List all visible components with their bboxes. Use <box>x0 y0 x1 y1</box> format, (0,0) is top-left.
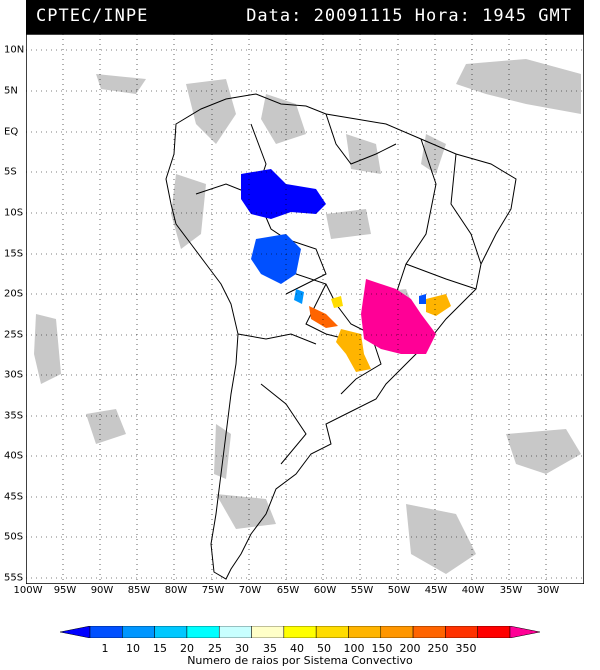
lon-label: 80W <box>164 585 188 596</box>
lat-label: 10S <box>4 207 24 219</box>
lon-label: 90W <box>90 585 114 596</box>
lat-label: EQ <box>4 126 19 138</box>
title-bar: CPTEC/INPE Data: 20091115 Hora: 1945 GMT <box>26 0 584 34</box>
system-magenta <box>361 279 436 354</box>
colorbar-segment <box>154 626 188 638</box>
lon-label: 45W <box>424 585 448 596</box>
colorbar-segment <box>122 626 155 638</box>
colorbar <box>60 626 540 638</box>
colorbar-segment <box>477 626 511 638</box>
lat-label: 30S <box>4 369 24 381</box>
colorbar-segment <box>412 626 446 638</box>
lat-label: 10N <box>4 44 25 56</box>
datetime-label: Data: 20091115 Hora: 1945 GMT <box>246 6 572 26</box>
colorbar-tick: 200 <box>399 642 421 655</box>
lon-label: 40W <box>461 585 485 596</box>
longitude-axis: 100W 95W 90W 85W 80W 75W 70W 65W 60W 55W… <box>0 585 600 601</box>
lat-label: 20S <box>4 288 24 300</box>
lat-label: 5S <box>4 166 17 178</box>
colorbar-tick: 30 <box>235 642 249 655</box>
colorbar-tick: 1 <box>101 642 109 655</box>
colorbar-max-triangle <box>509 626 540 638</box>
cloud-cover <box>34 59 581 574</box>
lon-label: 30W <box>536 585 560 596</box>
colorbar-tick: 350 <box>455 642 477 655</box>
lat-label: 25S <box>4 329 24 341</box>
lat-label: 55S <box>4 572 24 584</box>
system-blue-4 <box>419 294 426 304</box>
lon-label: 60W <box>313 585 337 596</box>
lon-label: 100W <box>13 585 43 596</box>
colorbar-tick: 150 <box>371 642 393 655</box>
map-panel <box>26 34 584 584</box>
colorbar-segment <box>283 626 317 638</box>
colorbar-segment <box>348 626 382 638</box>
colorbar-tick: 35 <box>263 642 277 655</box>
system-yellow-1 <box>336 329 371 372</box>
colorbar-tick: 40 <box>290 642 304 655</box>
colorbar-tick: 25 <box>208 642 222 655</box>
colorbar-segment <box>186 626 220 638</box>
system-yellow-3 <box>331 296 343 308</box>
colorbar-label: Numero de raios por Sistema Convectivo <box>187 654 413 667</box>
lon-label: 85W <box>127 585 151 596</box>
lon-label: 75W <box>201 585 225 596</box>
system-blue-3 <box>294 289 304 304</box>
colorbar-tick: 10 <box>126 642 140 655</box>
system-yellow-2 <box>426 294 451 316</box>
lat-label: 35S <box>4 410 24 422</box>
colorbar-min-triangle <box>60 626 91 638</box>
lon-label: 50W <box>387 585 411 596</box>
colorbar-segment <box>445 626 478 638</box>
system-blue-2 <box>251 234 301 284</box>
lat-label: 40S <box>4 450 24 462</box>
system-orange-1 <box>309 306 338 328</box>
lon-label: 55W <box>350 585 374 596</box>
lon-label: 65W <box>276 585 300 596</box>
colorbar-tick: 100 <box>343 642 365 655</box>
colorbar-segment <box>218 626 252 638</box>
colorbar-segment <box>380 626 414 638</box>
colorbar-segment <box>315 626 349 638</box>
colorbar-segment <box>89 626 123 638</box>
lon-label: 35W <box>499 585 523 596</box>
colorbar-segment <box>251 626 285 638</box>
lat-label: 5N <box>4 85 18 97</box>
lat-label: 50S <box>4 531 24 543</box>
source-label: CPTEC/INPE <box>36 6 149 26</box>
lon-label: 95W <box>53 585 77 596</box>
system-blue-1 <box>241 169 326 219</box>
colorbar-tick: 250 <box>427 642 449 655</box>
coastline <box>165 93 517 580</box>
lat-label: 15S <box>4 248 24 260</box>
colorbar-tick: 20 <box>180 642 194 655</box>
lat-label: 45S <box>4 491 24 503</box>
convective-systems <box>241 169 451 372</box>
graticule <box>26 34 584 584</box>
colorbar-tick: 50 <box>317 642 331 655</box>
colorbar-tick: 15 <box>153 642 167 655</box>
lon-label: 70W <box>238 585 262 596</box>
